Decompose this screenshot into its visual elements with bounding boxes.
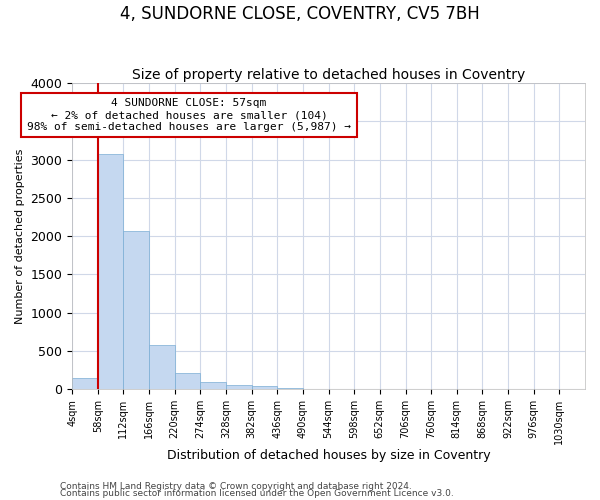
Bar (72, 378, 98, 389)
X-axis label: Distribution of detached houses by size in Coventry: Distribution of detached houses by size … (167, 450, 490, 462)
Title: Size of property relative to detached houses in Coventry: Size of property relative to detached ho… (132, 68, 525, 82)
Bar (200, 382, 226, 389)
Text: 4, SUNDORNE CLOSE, COVENTRY, CV5 7BH: 4, SUNDORNE CLOSE, COVENTRY, CV5 7BH (120, 5, 480, 23)
Bar (149, 345, 175, 389)
Bar (98, 154, 124, 389)
Bar (226, 385, 251, 389)
Bar (175, 374, 200, 389)
Y-axis label: Number of detached properties: Number of detached properties (15, 148, 25, 324)
Text: Contains public sector information licensed under the Open Government Licence v3: Contains public sector information licen… (60, 489, 454, 498)
Bar (277, 388, 303, 389)
Bar (124, 231, 149, 389)
Bar (251, 386, 277, 389)
Text: 4 SUNDORNE CLOSE: 57sqm
← 2% of detached houses are smaller (104)
98% of semi-de: 4 SUNDORNE CLOSE: 57sqm ← 2% of detached… (27, 98, 351, 132)
Text: Contains HM Land Registry data © Crown copyright and database right 2024.: Contains HM Land Registry data © Crown c… (60, 482, 412, 491)
